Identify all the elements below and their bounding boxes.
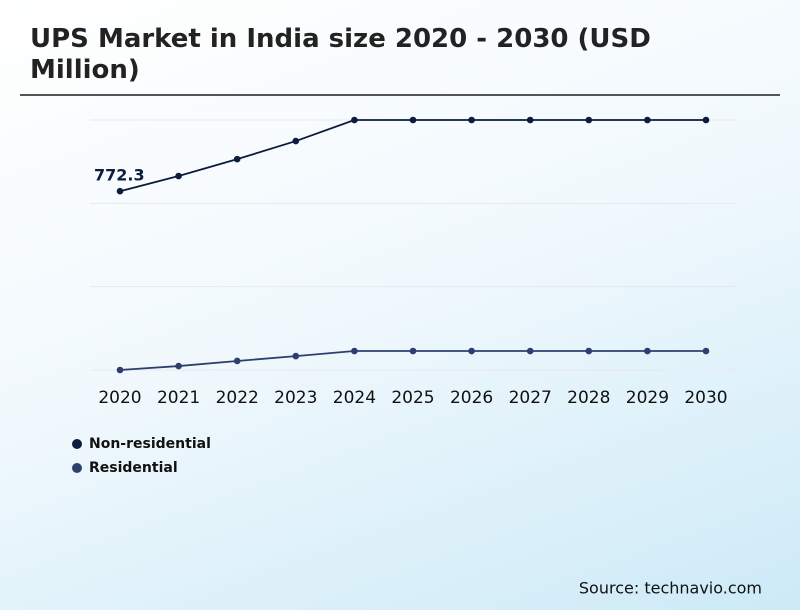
- data-point: [351, 347, 358, 355]
- x-tick-label: 2024: [333, 388, 376, 408]
- source: Source: technavio.com: [579, 579, 762, 598]
- series-line: [119, 119, 706, 193]
- data-point: [233, 357, 241, 365]
- data-point: [585, 347, 593, 355]
- data-point: [292, 137, 300, 145]
- data-point: [351, 116, 358, 124]
- x-tick-label: 2030: [684, 388, 727, 408]
- chart-title: UPS Market in India size 2020 - 2030 (US…: [30, 24, 651, 85]
- data-point: [116, 366, 124, 374]
- data-point: [409, 116, 417, 124]
- legend-marker: [72, 463, 82, 473]
- data-point: [526, 116, 534, 124]
- data-point: [468, 347, 475, 355]
- x-tick-label: 2026: [450, 388, 493, 408]
- x-tick-label: 2020: [98, 388, 141, 408]
- data-point: [292, 352, 300, 360]
- data-point: [585, 116, 593, 124]
- data-point: [233, 155, 241, 163]
- data-point: [702, 347, 710, 355]
- data-point: [468, 116, 475, 124]
- data-point: [526, 347, 534, 355]
- x-tick-label: 2021: [157, 388, 200, 408]
- x-tick-label: 2023: [274, 388, 317, 408]
- legend-label: Residential: [89, 460, 178, 476]
- data-point: [116, 187, 124, 195]
- x-tick-label: 2025: [391, 388, 434, 408]
- legend-label: Non-residential: [89, 436, 211, 452]
- data-point: [644, 347, 651, 355]
- x-tick-label: 2028: [567, 388, 610, 408]
- data-point: [175, 362, 182, 370]
- data-point: [702, 116, 710, 124]
- legend-marker: [72, 439, 82, 449]
- data-point: [175, 172, 182, 180]
- data-point: [409, 347, 417, 355]
- x-tick-label: 2022: [216, 388, 259, 408]
- x-tick-label: 2027: [509, 388, 552, 408]
- x-tick-label: 2029: [626, 388, 669, 408]
- data-point: [644, 116, 651, 124]
- divider: [20, 94, 780, 96]
- data-label: 772.3: [94, 166, 145, 185]
